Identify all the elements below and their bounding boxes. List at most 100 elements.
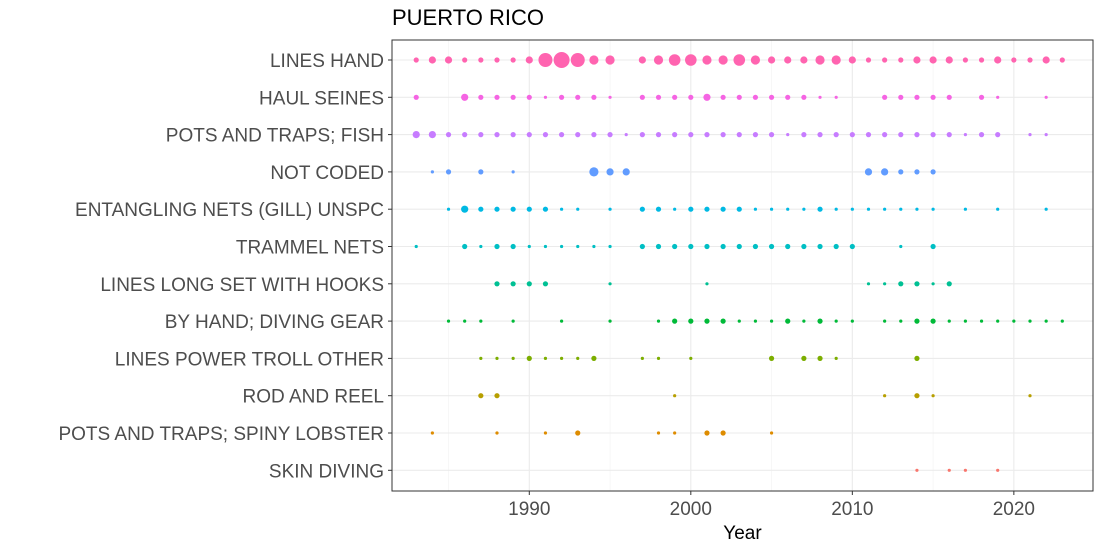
data-point bbox=[543, 95, 548, 99]
data-point bbox=[736, 132, 742, 138]
data-point bbox=[479, 356, 483, 360]
data-point bbox=[768, 94, 775, 100]
data-point bbox=[1044, 207, 1048, 211]
data-point bbox=[639, 243, 645, 250]
data-point bbox=[930, 169, 936, 175]
data-point bbox=[478, 393, 484, 399]
data-point bbox=[1044, 133, 1048, 137]
data-point bbox=[768, 132, 775, 138]
y-axis: LINES HAND HAUL SEINES POTS AND TRAPS; FIS… bbox=[58, 51, 392, 482]
data-point bbox=[914, 169, 920, 175]
data-point bbox=[510, 206, 516, 212]
data-point bbox=[412, 131, 420, 139]
y-tick-label: NOT CODED bbox=[270, 163, 384, 184]
data-point bbox=[655, 243, 662, 250]
data-point bbox=[753, 319, 758, 323]
data-point bbox=[866, 207, 871, 211]
data-point bbox=[494, 393, 500, 399]
data-point bbox=[963, 319, 967, 323]
data-point bbox=[655, 94, 662, 100]
data-point bbox=[653, 55, 664, 65]
data-point bbox=[801, 94, 807, 100]
data-point bbox=[639, 94, 645, 100]
data-point bbox=[576, 356, 580, 360]
data-point bbox=[815, 55, 825, 65]
y-tick-label: BY HAND; DIVING GEAR bbox=[165, 312, 384, 333]
data-point bbox=[947, 319, 951, 323]
data-point bbox=[818, 95, 822, 99]
data-point bbox=[608, 282, 612, 286]
data-point bbox=[786, 133, 790, 137]
data-point bbox=[848, 56, 856, 64]
data-point bbox=[608, 244, 612, 249]
data-point bbox=[494, 281, 500, 287]
data-point bbox=[996, 207, 1000, 211]
data-point bbox=[930, 132, 936, 138]
data-point bbox=[494, 94, 500, 100]
data-point bbox=[510, 243, 516, 250]
data-point bbox=[833, 132, 839, 138]
data-point bbox=[929, 56, 937, 64]
data-point bbox=[769, 431, 774, 435]
data-point bbox=[704, 430, 710, 436]
data-point bbox=[881, 168, 889, 176]
data-point bbox=[543, 356, 548, 360]
data-point bbox=[428, 56, 436, 64]
data-point bbox=[899, 319, 903, 323]
data-point bbox=[538, 53, 553, 67]
data-point bbox=[914, 318, 920, 324]
data-point bbox=[833, 243, 839, 250]
data-point bbox=[882, 57, 888, 63]
data-point bbox=[638, 56, 646, 64]
data-point bbox=[430, 431, 434, 435]
data-point bbox=[575, 430, 581, 436]
data-point bbox=[542, 132, 549, 138]
data-point bbox=[526, 94, 532, 100]
data-point bbox=[767, 56, 776, 64]
data-point bbox=[688, 132, 694, 138]
data-point bbox=[834, 356, 838, 360]
data-point bbox=[673, 207, 677, 211]
data-point bbox=[864, 168, 873, 176]
data-point bbox=[718, 55, 728, 65]
data-point bbox=[720, 206, 726, 212]
data-point bbox=[996, 468, 1000, 472]
data-point bbox=[720, 430, 726, 436]
data-point bbox=[1027, 57, 1033, 63]
data-point bbox=[915, 468, 919, 472]
data-point bbox=[752, 94, 759, 100]
data-point bbox=[703, 93, 711, 101]
data-point bbox=[704, 132, 710, 138]
data-point bbox=[978, 132, 985, 138]
data-point bbox=[1044, 95, 1048, 99]
data-point bbox=[915, 207, 919, 211]
data-point bbox=[898, 169, 904, 175]
data-point bbox=[656, 356, 661, 360]
data-point bbox=[817, 318, 823, 324]
data-point bbox=[510, 57, 516, 63]
data-point bbox=[608, 207, 612, 211]
data-point bbox=[946, 132, 952, 138]
data-point bbox=[688, 318, 694, 324]
data-point bbox=[1011, 57, 1017, 63]
data-point bbox=[1012, 319, 1016, 323]
data-point bbox=[1044, 319, 1048, 323]
x-tick-label: 1990 bbox=[508, 499, 550, 520]
data-point bbox=[883, 319, 887, 323]
data-point bbox=[750, 55, 761, 65]
data-point bbox=[720, 243, 726, 250]
data-point bbox=[526, 355, 532, 361]
data-point bbox=[996, 319, 1000, 323]
data-point bbox=[994, 56, 1002, 64]
data-point bbox=[899, 244, 903, 249]
data-point bbox=[704, 243, 710, 250]
data-point bbox=[996, 95, 1000, 99]
data-point bbox=[931, 394, 935, 398]
data-point bbox=[802, 319, 806, 323]
data-point bbox=[462, 57, 468, 63]
data-point bbox=[865, 132, 872, 138]
data-points bbox=[412, 52, 1065, 472]
data-point bbox=[947, 468, 951, 472]
data-point bbox=[817, 243, 823, 250]
data-point bbox=[542, 206, 549, 212]
